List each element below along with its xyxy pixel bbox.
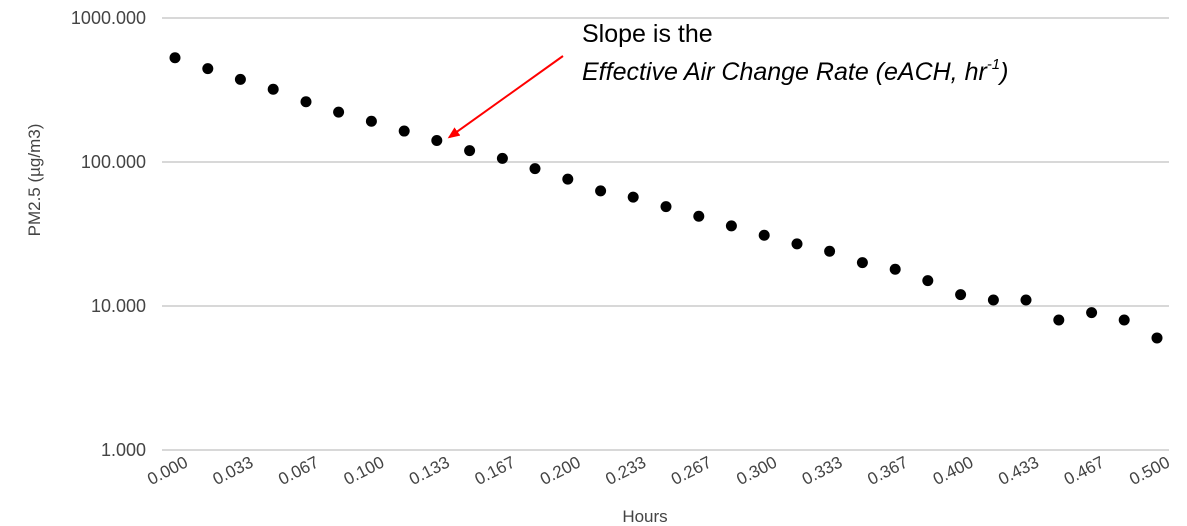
data-point <box>1053 314 1065 326</box>
data-point <box>529 163 541 175</box>
x-axis-ticks: 0.000 0.033 0.067 0.100 0.133 0.167 0.200 0.233… <box>144 453 1173 489</box>
y-tick-label: 10.000 <box>91 296 146 316</box>
x-tick-label: 0.000 <box>144 453 191 489</box>
annotation-line-2: Effective Air Change Rate (eACH, hr-1) <box>582 56 1008 86</box>
x-tick-label: 0.167 <box>472 453 519 489</box>
data-point <box>987 294 999 306</box>
data-point <box>1151 332 1163 344</box>
data-point <box>1020 294 1032 306</box>
x-tick-label: 0.500 <box>1126 453 1173 489</box>
data-point <box>234 73 246 85</box>
x-tick-label: 0.433 <box>995 453 1042 489</box>
x-tick-label: 0.100 <box>341 453 388 489</box>
data-point <box>824 245 836 257</box>
y-tick-label: 1000.000 <box>71 8 146 28</box>
data-point <box>398 125 410 137</box>
data-point <box>365 115 377 127</box>
data-point <box>889 263 901 275</box>
data-points <box>169 52 1163 344</box>
data-point <box>660 201 672 213</box>
x-tick-label: 0.367 <box>864 453 911 489</box>
data-point <box>1086 307 1098 319</box>
data-point <box>595 185 607 197</box>
data-point <box>627 191 639 203</box>
annotation-line-1: Slope is the <box>582 20 713 48</box>
annotation-arrow <box>447 55 564 139</box>
data-point <box>758 229 770 241</box>
x-tick-label: 0.333 <box>799 453 846 489</box>
y-axis-label: PM2.5 (µg/m3) <box>25 124 44 237</box>
annotation: Slope is the Effective Air Change Rate (… <box>447 20 1008 139</box>
y-tick-label: 100.000 <box>81 152 146 172</box>
x-tick-label: 0.267 <box>668 453 715 489</box>
data-point <box>562 173 574 185</box>
annotation-superscript: -1 <box>987 56 1000 73</box>
x-tick-label: 0.133 <box>406 453 453 489</box>
data-point <box>267 83 279 95</box>
data-point <box>202 63 214 75</box>
data-point <box>693 210 705 222</box>
data-point <box>333 106 345 118</box>
x-tick-label: 0.033 <box>210 453 257 489</box>
gridlines <box>162 17 1169 451</box>
data-point <box>431 135 443 147</box>
y-tick-label: 1.000 <box>101 440 146 460</box>
data-point <box>791 238 803 250</box>
data-point <box>955 289 967 301</box>
data-point <box>1118 314 1130 326</box>
x-tick-label: 0.467 <box>1061 453 1108 489</box>
x-tick-label: 0.300 <box>733 453 780 489</box>
annotation-line-2-text: Effective Air Change Rate (eACH, hr <box>582 58 988 86</box>
data-point <box>922 275 934 287</box>
x-tick-label: 0.200 <box>537 453 584 489</box>
data-point <box>725 220 737 232</box>
x-tick-label: 0.233 <box>602 453 649 489</box>
x-tick-label: 0.067 <box>275 453 322 489</box>
data-point <box>496 152 508 164</box>
data-point <box>169 52 181 64</box>
y-axis-ticks: 1000.000 100.000 10.000 1.000 <box>71 8 146 460</box>
data-point <box>856 257 868 269</box>
x-tick-label: 0.400 <box>930 453 977 489</box>
x-axis-label: Hours <box>622 507 667 526</box>
data-point <box>300 96 312 108</box>
data-point <box>464 145 476 157</box>
annotation-closing: ) <box>997 58 1008 86</box>
